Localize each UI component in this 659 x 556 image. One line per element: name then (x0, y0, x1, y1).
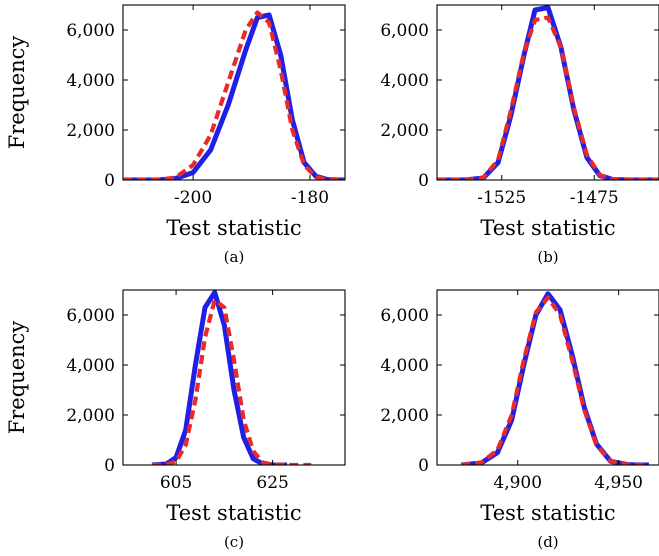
series-group (151, 290, 312, 465)
y-tick-label: 4,000 (380, 71, 429, 91)
y-tick-label: 6,000 (66, 21, 115, 41)
x-tick-label: 4,900 (493, 473, 542, 493)
series-blue-solid-line (437, 5, 659, 180)
chart-panel-1: 0 2,000 4,000 6,000 -1525 -1475 Test statistic… (380, 4, 659, 266)
y-tick-label: 4,000 (380, 356, 429, 376)
subfigure-caption: (a) (224, 248, 245, 266)
x-tick-label: 4,950 (594, 473, 643, 493)
subfigure-caption: (d) (537, 533, 558, 551)
axes-frame (122, 4, 346, 181)
series-blue-solid-line (151, 290, 288, 465)
x-tick-label: -180 (291, 188, 329, 208)
y-tick-label: 2,000 (380, 406, 429, 426)
y-tick-label: 2,000 (66, 406, 115, 426)
x-tick-label: -200 (174, 188, 212, 208)
chart-panel-2: 0 2,000 4,000 6,000 605 625 Test statistic Freq… (5, 289, 346, 551)
y-tick-label: 4,000 (66, 71, 115, 91)
x-tick-label: -1475 (570, 188, 619, 208)
y-axis-label: Frequency (5, 321, 29, 435)
series-red-dashed-line (460, 295, 649, 465)
series-group (123, 10, 345, 180)
y-tick-label: 4,000 (66, 356, 115, 376)
subfigure-caption: (b) (537, 248, 558, 266)
axes-frame (436, 4, 659, 181)
series-group (460, 291, 649, 465)
y-tick-label: 0 (418, 171, 429, 191)
x-tick-label: 625 (256, 473, 288, 493)
x-axis-label: Test statistic (166, 501, 301, 525)
series-blue-solid-line (460, 291, 649, 465)
x-tick-label: -1525 (477, 188, 526, 208)
y-tick-label: 6,000 (380, 21, 429, 41)
series-group (437, 5, 659, 180)
x-tick-label: 605 (160, 473, 192, 493)
x-axis-label: Test statistic (480, 501, 615, 525)
series-blue-solid-line (123, 12, 345, 180)
chart-panel-3: 0 2,000 4,000 6,000 4,900 4,950 Test statistic… (380, 289, 659, 551)
y-axis-label: Frequency (5, 36, 29, 150)
series-red-dashed-line (437, 15, 659, 180)
series-red-dashed-line (151, 297, 312, 465)
y-tick-label: 0 (104, 456, 115, 476)
y-tick-label: 6,000 (66, 306, 115, 326)
x-axis-label: Test statistic (166, 216, 301, 240)
axes-frame (436, 289, 659, 466)
y-tick-label: 6,000 (380, 306, 429, 326)
y-tick-label: 0 (418, 456, 429, 476)
y-tick-label: 2,000 (66, 121, 115, 141)
chart-panel-0: 0 2,000 4,000 6,000 -200 -180 Test statistic Fr… (5, 4, 346, 266)
y-tick-label: 0 (104, 171, 115, 191)
x-axis-label: Test statistic (480, 216, 615, 240)
y-tick-label: 2,000 (380, 121, 429, 141)
subfigure-caption: (c) (224, 533, 244, 551)
series-red-dashed-line (123, 10, 345, 180)
axes-frame (122, 289, 346, 466)
